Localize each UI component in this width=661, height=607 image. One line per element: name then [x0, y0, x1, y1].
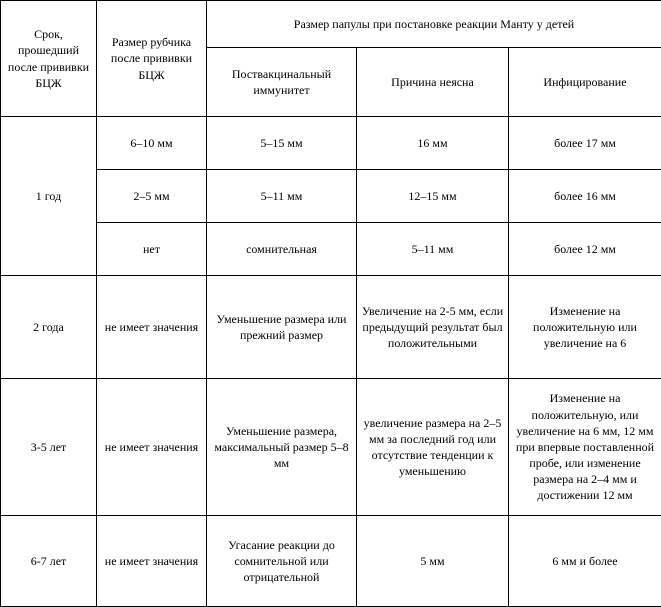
cell-postvac: Уменьшение размера или прежний размер: [207, 276, 357, 379]
header-unclear: Причина неясна: [357, 48, 509, 117]
header-postvac: Поствакцинальный иммунитет: [207, 48, 357, 117]
cell-unclear: 12–15 мм: [357, 170, 509, 223]
header-papule-group: Размер папулы при постановке реакции Ман…: [207, 1, 661, 48]
cell-postvac: 5–15 мм: [207, 117, 357, 170]
header-infection: Инфицирование: [509, 48, 661, 117]
cell-postvac: 5–11 мм: [207, 170, 357, 223]
cell-infection: более 16 мм: [509, 170, 661, 223]
table-row: нет сомнительная 5–11 мм более 12 мм: [1, 223, 661, 276]
cell-postvac: Уменьшение размера, максимальный размер …: [207, 379, 357, 516]
cell-unclear: увеличение размера на 2–5 мм за последни…: [357, 379, 509, 516]
cell-scar: не имеет значения: [97, 516, 207, 607]
cell-scar: не имеет значения: [97, 276, 207, 379]
cell-infection: более 12 мм: [509, 223, 661, 276]
table-row: 2–5 мм 5–11 мм 12–15 мм более 16 мм: [1, 170, 661, 223]
header-row-1: Срок, прошедший после прививки БЦЖ Разме…: [1, 1, 661, 48]
cell-period-35: 3-5 лет: [1, 379, 97, 516]
cell-period-1: 1 год: [1, 117, 97, 276]
cell-postvac: Угасание реакции до сомнительной или отр…: [207, 516, 357, 607]
cell-period-67: 6-7 лет: [1, 516, 97, 607]
cell-infection: более 17 мм: [509, 117, 661, 170]
cell-scar: нет: [97, 223, 207, 276]
mantoux-reaction-table: Срок, прошедший после прививки БЦЖ Разме…: [0, 0, 661, 607]
cell-infection: 6 мм и более: [509, 516, 661, 607]
cell-unclear: Увеличение на 2-5 мм, если предыдущий ре…: [357, 276, 509, 379]
cell-unclear: 5 мм: [357, 516, 509, 607]
cell-infection: Изменение на положительную, или увеличен…: [509, 379, 661, 516]
cell-scar: 2–5 мм: [97, 170, 207, 223]
cell-postvac: сомнительная: [207, 223, 357, 276]
cell-scar: не имеет значения: [97, 379, 207, 516]
cell-infection: Изменение на положительную или увеличени…: [509, 276, 661, 379]
table-row: 1 год 6–10 мм 5–15 мм 16 мм более 17 мм: [1, 117, 661, 170]
cell-unclear: 5–11 мм: [357, 223, 509, 276]
cell-scar: 6–10 мм: [97, 117, 207, 170]
cell-period-2: 2 года: [1, 276, 97, 379]
header-period: Срок, прошедший после прививки БЦЖ: [1, 1, 97, 117]
cell-unclear: 16 мм: [357, 117, 509, 170]
table-row: 2 года не имеет значения Уменьшение разм…: [1, 276, 661, 379]
header-scar: Размер рубчика после прививки БЦЖ: [97, 1, 207, 117]
table-row: 6-7 лет не имеет значения Угасание реакц…: [1, 516, 661, 607]
table-row: 3-5 лет не имеет значения Уменьшение раз…: [1, 379, 661, 516]
